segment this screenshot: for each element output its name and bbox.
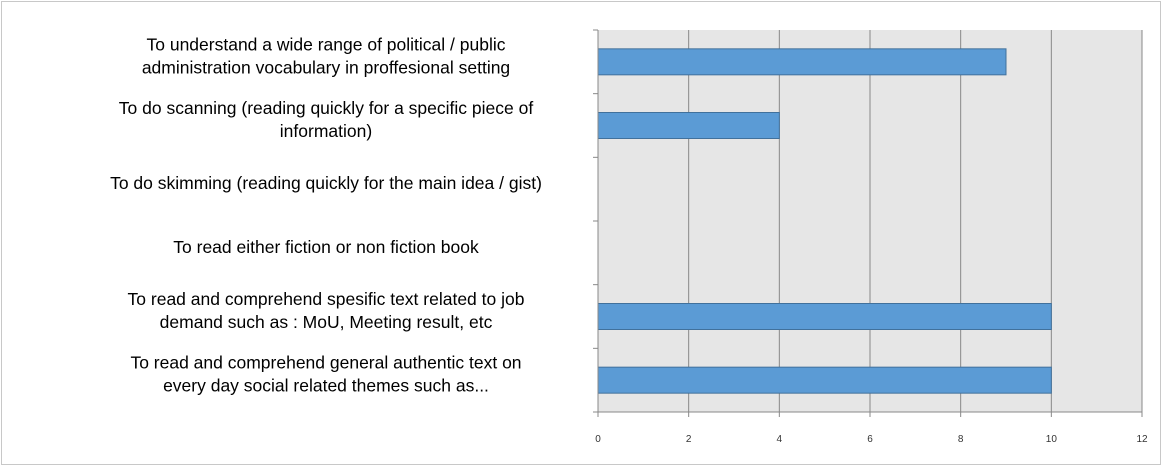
category-label: To do scanning (reading quickly for a sp… [119, 98, 534, 141]
category-label-line: To do scanning (reading quickly for a sp… [119, 98, 534, 118]
category-label-line: To do skimming (reading quickly for the … [110, 173, 542, 193]
x-tick-label: 12 [1136, 434, 1148, 445]
category-label: To understand a wide range of political … [142, 34, 510, 77]
category-label-line: To read and comprehend general authentic… [130, 353, 521, 373]
x-tick-label: 2 [686, 434, 692, 445]
x-tick-label: 10 [1046, 434, 1058, 445]
bar [597, 48, 1007, 76]
bar [597, 366, 1052, 394]
bar [597, 303, 1052, 330]
category-label-line: demand such as : MoU, Meeting result, et… [160, 312, 493, 332]
category-label-line: administration vocabulary in proffesiona… [142, 57, 510, 77]
category-labels: To understand a wide range of political … [110, 34, 542, 395]
gridlines [688, 30, 1143, 412]
bar [597, 112, 780, 139]
category-label-line: To understand a wide range of political … [147, 34, 506, 54]
x-tick-labels: 0 2 4 6 8 10 12 [595, 434, 1148, 445]
axes [593, 29, 1143, 417]
category-label: To do skimming (reading quickly for the … [110, 173, 542, 193]
category-label: To read either fiction or non fiction bo… [173, 237, 479, 257]
category-label-line: To read and comprehend spesific text rel… [128, 289, 525, 309]
bars [597, 48, 1052, 394]
x-tick-label: 4 [777, 434, 783, 445]
category-label: To read and comprehend general authentic… [130, 353, 521, 396]
x-tick-label: 8 [958, 434, 964, 445]
category-label-line: To read either fiction or non fiction bo… [173, 237, 479, 257]
x-tick-label: 0 [595, 434, 601, 445]
category-label-line: every day social related themes such as.… [163, 376, 489, 396]
category-label: To read and comprehend spesific text rel… [128, 289, 525, 332]
x-tick-label: 6 [867, 434, 873, 445]
category-label-line: information) [280, 121, 372, 141]
